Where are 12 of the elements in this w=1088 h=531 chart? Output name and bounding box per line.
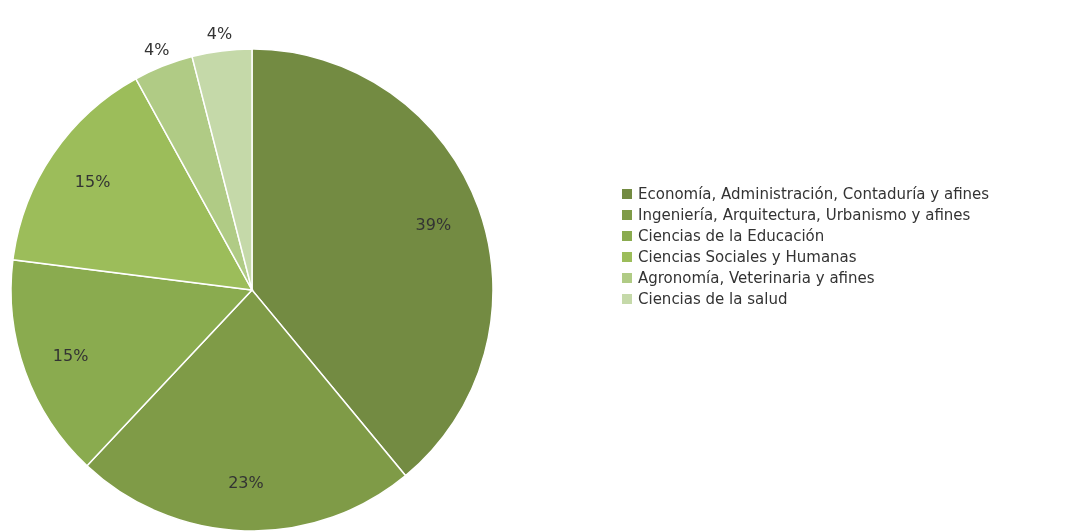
data-label: 39% [415, 215, 452, 235]
data-label: 23% [228, 473, 264, 493]
legend-label: Agronomía, Veterinaria y afines [638, 269, 875, 287]
data-label: 15% [74, 172, 111, 192]
legend-label: Ciencias de la salud [638, 290, 788, 308]
data-label: 4% [143, 39, 170, 59]
legend-label: Ciencias Sociales y Humanas [638, 248, 857, 266]
legend-label: Ciencias de la Educación [638, 227, 825, 245]
data-label: 15% [52, 345, 89, 365]
legend-label: Ingeniería, Arquitectura, Urbanismo y afines [638, 206, 971, 224]
data-label: 4% [206, 23, 233, 43]
legend-label: Economía, Administración, Contaduría y afines [638, 185, 990, 203]
